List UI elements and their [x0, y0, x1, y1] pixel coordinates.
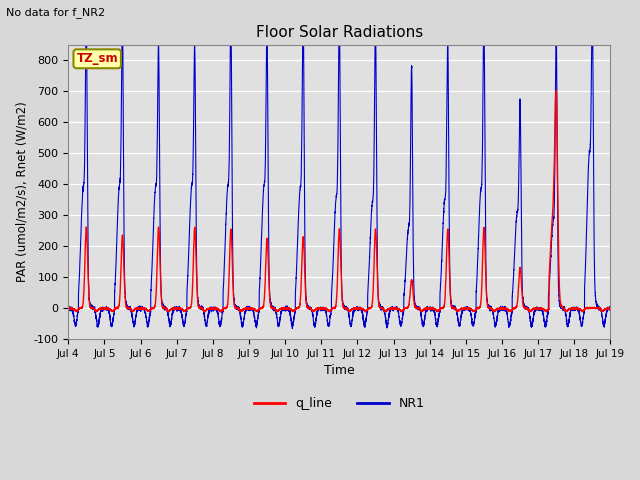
Title: Floor Solar Radiations: Floor Solar Radiations: [256, 24, 423, 39]
NR1: [65, 304, 72, 310]
NR1: [588, 5, 596, 11]
q_line: [577, 307, 585, 313]
q_line: [584, 306, 591, 312]
NR1: [249, 307, 257, 312]
q_line: [321, 306, 329, 312]
q_line: [249, 306, 257, 312]
q_line: [552, 88, 560, 94]
q_line: [201, 309, 209, 315]
Line: NR1: NR1: [68, 8, 611, 329]
X-axis label: Time: Time: [324, 364, 355, 377]
q_line: [65, 305, 72, 311]
NR1: [321, 306, 329, 312]
NR1: [476, 200, 484, 206]
q_line: [476, 304, 484, 310]
Text: TZ_sm: TZ_sm: [76, 52, 118, 65]
q_line: [461, 306, 468, 312]
NR1: [607, 306, 614, 312]
NR1: [577, 322, 585, 328]
NR1: [289, 326, 296, 332]
Y-axis label: PAR (umol/m2/s), Rnet (W/m2): PAR (umol/m2/s), Rnet (W/m2): [15, 102, 28, 282]
q_line: [607, 306, 614, 312]
NR1: [584, 185, 591, 191]
NR1: [461, 305, 468, 311]
Legend: q_line, NR1: q_line, NR1: [249, 392, 429, 415]
Text: No data for f_NR2: No data for f_NR2: [6, 7, 106, 18]
Line: q_line: q_line: [68, 91, 611, 312]
